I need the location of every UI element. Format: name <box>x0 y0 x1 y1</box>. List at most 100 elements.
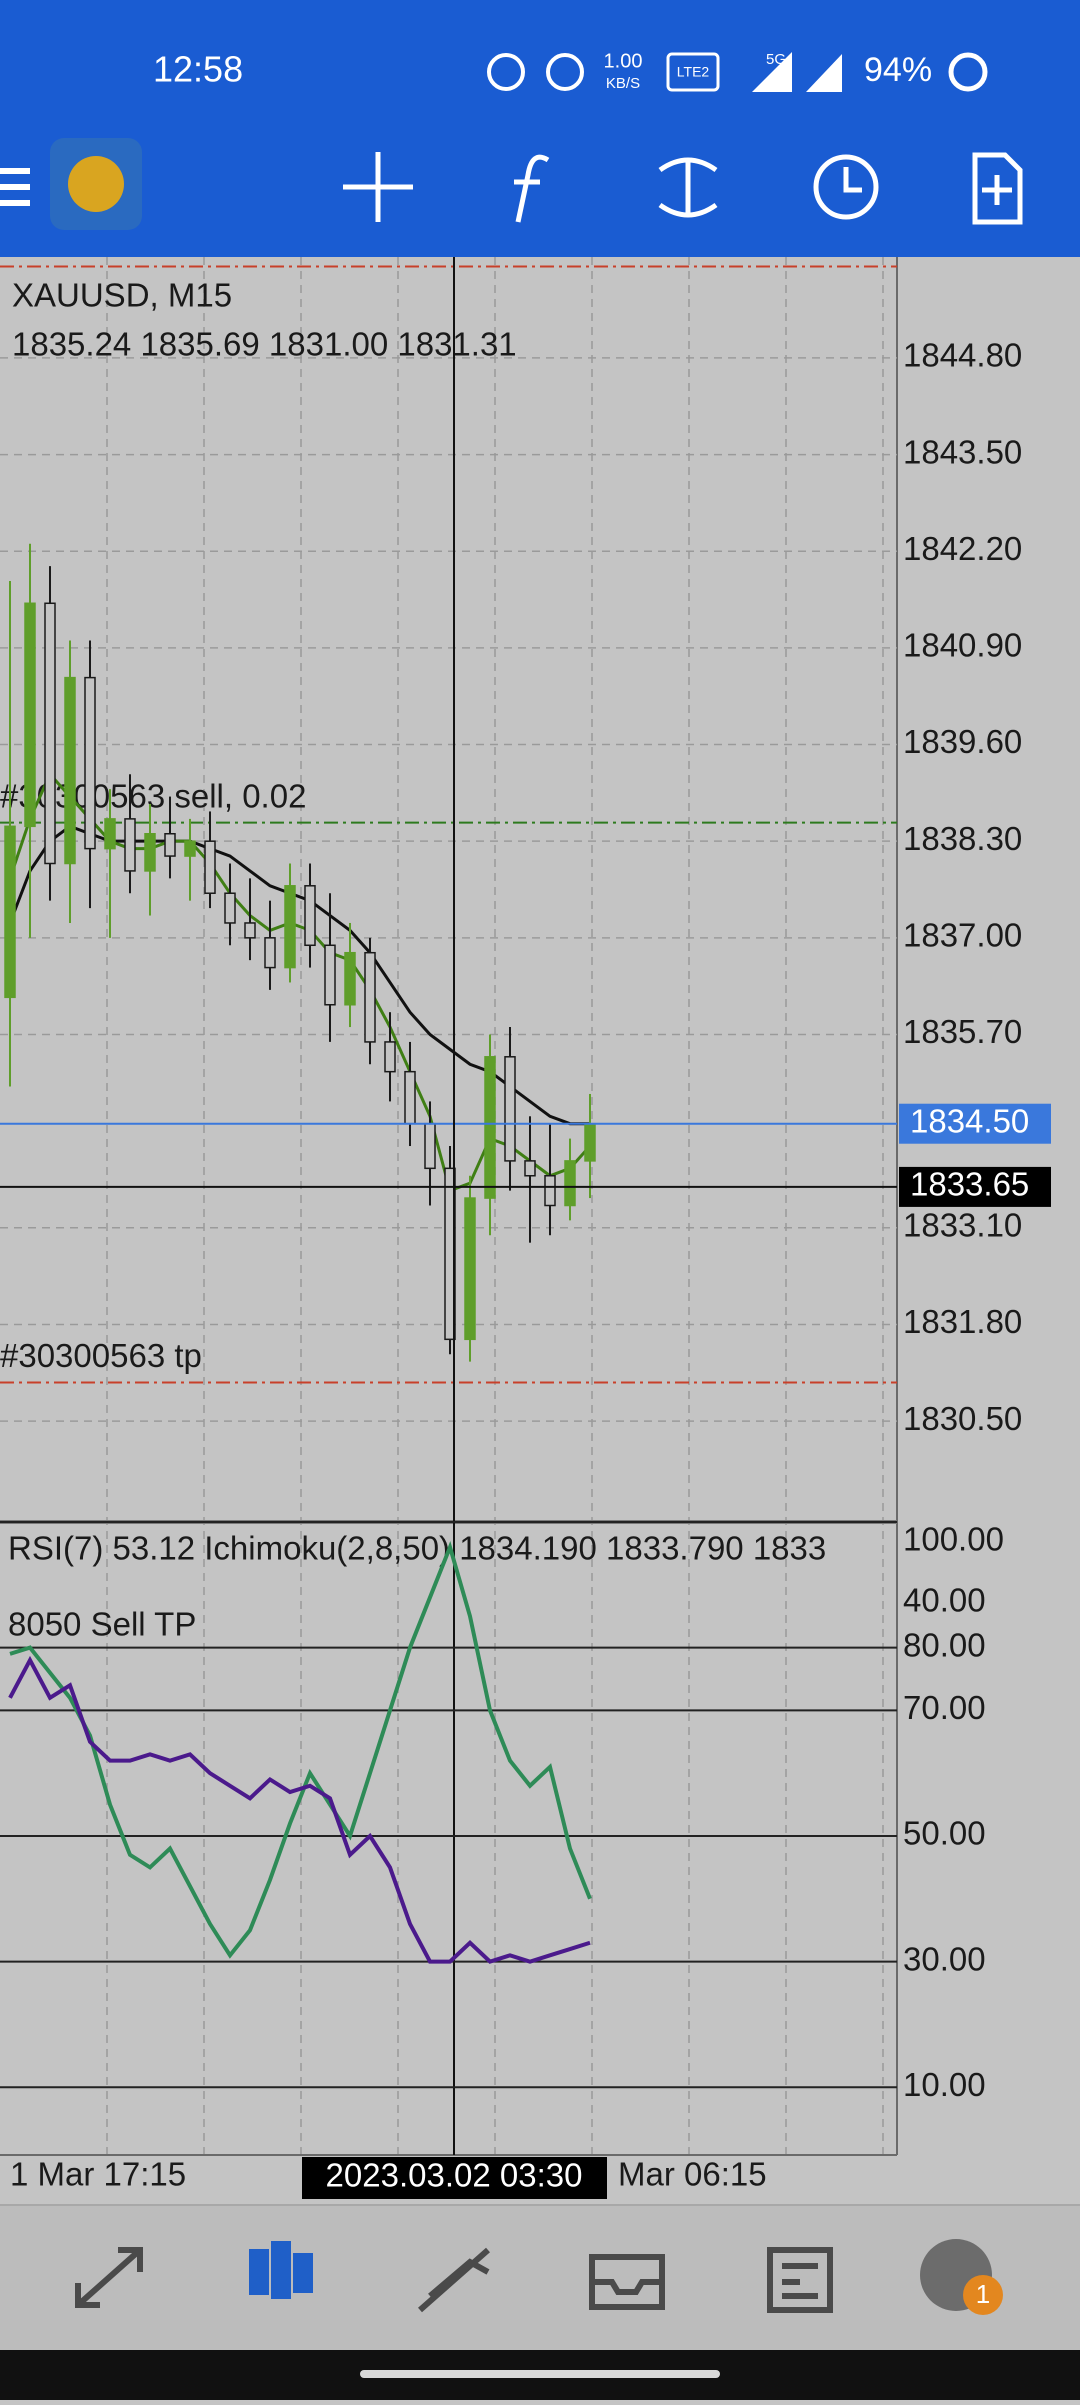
new-order-tool[interactable] <box>972 152 1023 225</box>
y-tick-label: 1840.90 <box>903 627 1022 664</box>
candle-body <box>64 676 76 865</box>
status-icon <box>487 53 525 91</box>
chart-area <box>0 257 1080 2207</box>
overlay-label: 40.00 <box>903 1582 986 1619</box>
y-tick-label: 10.00 <box>903 2066 986 2103</box>
candle-body <box>224 892 236 924</box>
rsi-annotation: 8050 Sell TP <box>8 1606 196 1643</box>
candle-body <box>384 1041 396 1073</box>
badge-count: 1 <box>976 2279 990 2309</box>
y-tick-label: 1833.10 <box>903 1207 1022 1244</box>
candle-body <box>124 818 136 872</box>
candle-body <box>264 937 276 969</box>
tab-icon-part <box>249 2249 269 2295</box>
candle-body <box>524 1160 536 1177</box>
candle-body <box>144 833 156 872</box>
time-label: Mar 06:15 <box>618 2156 767 2193</box>
signal-icon <box>806 54 842 92</box>
candle-body <box>104 818 116 850</box>
quotes-tab[interactable] <box>75 2247 143 2308</box>
order-label: #30300563 tp <box>0 1337 202 1374</box>
history-tab[interactable] <box>589 2254 665 2310</box>
tab-icon-part <box>293 2253 313 2293</box>
badge <box>963 2275 1003 2315</box>
oscillator-line <box>8 1655 591 1964</box>
speed-unit: KB/S <box>606 75 640 92</box>
status-time: 12:58 <box>153 49 243 90</box>
candle-body <box>364 951 376 1043</box>
indicator-tool[interactable] <box>514 154 550 223</box>
candle-body <box>164 833 176 857</box>
candle-body <box>424 1122 436 1170</box>
trade-tool[interactable] <box>658 157 718 218</box>
clock-hand <box>843 167 862 193</box>
candle-body <box>464 1197 476 1341</box>
candle-body <box>324 944 336 1006</box>
candle-body <box>584 1122 596 1162</box>
candle-body <box>344 951 356 1006</box>
y-tick-label: 30.00 <box>903 1940 986 1977</box>
y-tick-label: 50.00 <box>903 1815 986 1852</box>
time-label: 1 Mar 17:15 <box>10 2156 186 2193</box>
candle-body <box>284 885 296 969</box>
y-tick-label: 1831.80 <box>903 1303 1022 1340</box>
oscillator-line <box>9 1540 592 1959</box>
y-tick-label: 1844.80 <box>903 337 1022 374</box>
y-tick-label: 1839.60 <box>903 723 1022 760</box>
chart-tab[interactable] <box>249 2241 313 2299</box>
menu-bar <box>0 184 30 190</box>
volte-icon <box>666 52 720 92</box>
rsi-title: RSI(7) 53.12 Ichimoku(2,8,50) 1834.190 1… <box>8 1530 826 1567</box>
volte-text: LTE2 <box>677 64 710 80</box>
crosshair-tool[interactable] <box>343 152 413 222</box>
candle-body <box>204 840 216 894</box>
candle-body <box>304 885 316 947</box>
top-bar <box>0 0 1080 257</box>
candle-body <box>184 840 196 857</box>
menu-bar <box>0 168 30 174</box>
y-tick-label: 100.00 <box>903 1521 1004 1558</box>
trade-tab[interactable] <box>418 2247 490 2313</box>
y-tick-label: 1835.70 <box>903 1013 1022 1050</box>
menu-bar <box>0 200 30 206</box>
y-tick-label: 1830.50 <box>903 1400 1022 1437</box>
battery-level: 94% <box>864 51 932 89</box>
alarm-icon <box>546 53 584 91</box>
logo-mark <box>68 156 124 212</box>
signal-icon <box>752 52 792 92</box>
candle-body <box>544 1175 556 1207</box>
news-tab[interactable] <box>767 2247 833 2313</box>
bid-box <box>899 1103 1051 1144</box>
candle-body <box>44 602 56 865</box>
y-tick-label: 80.00 <box>903 1626 986 1663</box>
candle-body <box>244 922 256 939</box>
candle-body <box>4 825 16 999</box>
crosshair-label: 1833.65 <box>910 1166 1029 1203</box>
y-tick-label: 1837.00 <box>903 917 1022 954</box>
ohlc-label: 1835.24 1835.69 1831.00 1831.31 <box>12 326 517 363</box>
crosshair-time: 2023.03.02 03:30 <box>326 2157 583 2194</box>
tab-icon-part <box>271 2241 291 2299</box>
time-box <box>302 2157 607 2199</box>
candle-body <box>504 1056 516 1162</box>
symbol-label: XAUUSD, M15 <box>12 277 232 314</box>
y-tick-label: 1842.20 <box>903 530 1022 567</box>
gesture-handle <box>360 2370 720 2378</box>
y-tick-label: 1843.50 <box>903 433 1022 470</box>
candle-body <box>484 1056 496 1199</box>
candle-body <box>404 1070 416 1125</box>
crosshair-box <box>899 1166 1051 1207</box>
y-tick-label: 1838.30 <box>903 820 1022 857</box>
speed-value: 1.00 <box>604 50 643 72</box>
bottom-nav <box>0 2205 1080 2350</box>
menu-button[interactable] <box>0 168 30 206</box>
timeframe-tool[interactable] <box>813 154 879 220</box>
battery-icon <box>948 52 988 92</box>
y-tick-label: 70.00 <box>903 1689 986 1726</box>
bid-label: 1834.50 <box>910 1102 1029 1139</box>
candle-body <box>84 676 96 850</box>
candle-body <box>24 602 36 828</box>
candle-body <box>564 1160 576 1207</box>
